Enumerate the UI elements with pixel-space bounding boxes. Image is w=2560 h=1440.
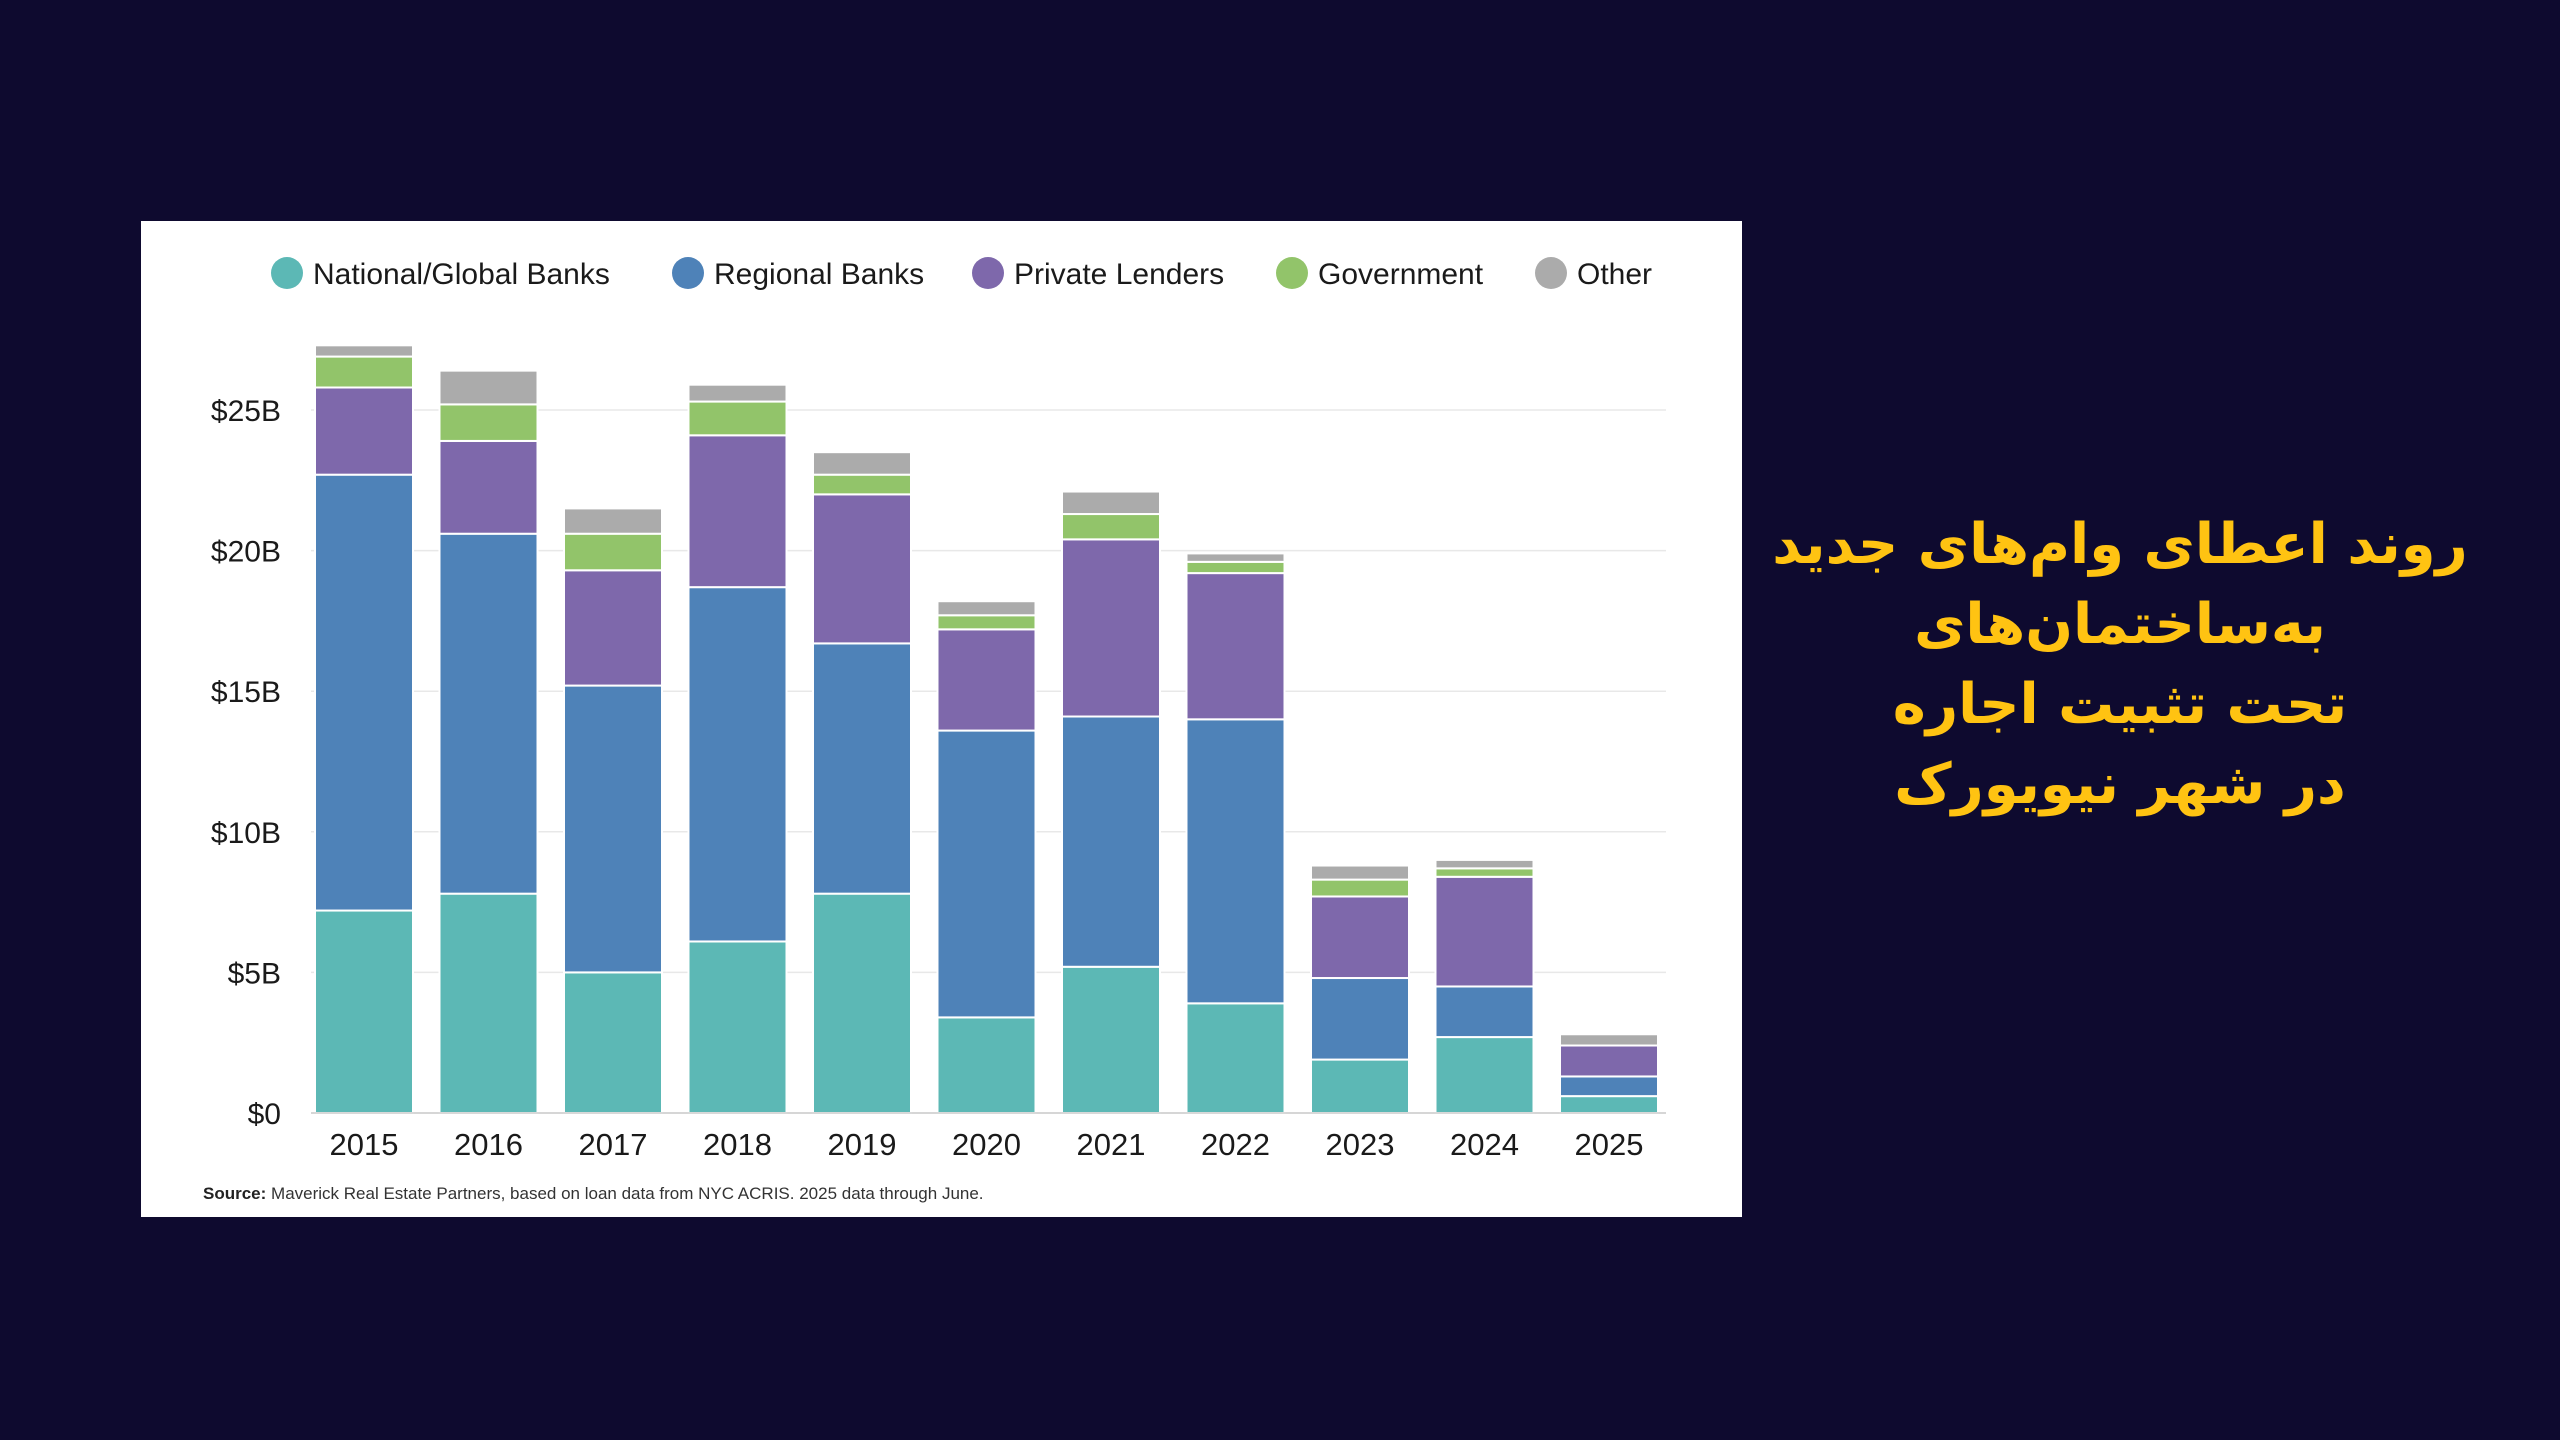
- bar-other-2025: [1559, 1033, 1659, 1047]
- bar-regional-banks-2023: [1310, 977, 1410, 1061]
- y-tick-label: $10B: [211, 817, 281, 850]
- chart-panel: $0 $5B $10B $15B $20B $25B 2015 2016 2017 2018 201…: [141, 221, 1742, 1217]
- x-tick-label: 2025: [1575, 1127, 1644, 1162]
- bar-regional-banks-2024: [1434, 985, 1535, 1039]
- bar-private-lenders-2016: [438, 439, 539, 535]
- headline: روند اعطای وام‌های جدید به‌ساختمان‌های ت…: [1770, 505, 2470, 825]
- headline-line-2: به‌ساختمان‌های: [1914, 592, 2326, 657]
- bar-other-2018: [687, 383, 788, 403]
- bar-other-2023: [1310, 864, 1410, 881]
- bar-private-lenders-2019: [812, 493, 912, 645]
- legend-label-government: Government: [1318, 258, 1484, 291]
- bar-other-2015: [314, 344, 414, 358]
- x-tick-label: 2015: [330, 1127, 399, 1162]
- x-tick-label: 2020: [952, 1127, 1021, 1162]
- legend-label-national-global-banks: National/Global Banks: [313, 258, 610, 291]
- source-text: Maverick Real Estate Partners, based on …: [271, 1184, 984, 1203]
- bar-private-lenders-2021: [1061, 538, 1161, 718]
- bar-national-global-banks-2022: [1185, 1002, 1286, 1114]
- x-tick-label: 2018: [703, 1127, 772, 1162]
- bar-government-2018: [687, 400, 788, 437]
- bar-other-2024: [1434, 858, 1535, 870]
- bar-government-2020: [936, 614, 1037, 631]
- y-tick-label: $0: [248, 1098, 281, 1131]
- bar-regional-banks-2021: [1061, 715, 1161, 968]
- source-label: Source:: [203, 1184, 267, 1203]
- y-tick-label: $5B: [228, 957, 281, 990]
- bar-government-2017: [563, 532, 663, 572]
- bar-regional-banks-2025: [1559, 1075, 1659, 1098]
- bar-private-lenders-2020: [936, 628, 1037, 732]
- bar-private-lenders-2022: [1185, 572, 1286, 721]
- bar-national-global-banks-2019: [812, 892, 912, 1114]
- bar-private-lenders-2023: [1310, 895, 1410, 980]
- legend-label-other: Other: [1577, 258, 1652, 291]
- bar-regional-banks-2020: [936, 729, 1037, 1019]
- bar-national-global-banks-2020: [936, 1016, 1037, 1115]
- bar-government-2019: [812, 473, 912, 496]
- bar-government-2024: [1434, 867, 1535, 878]
- bar-other-2019: [812, 451, 912, 476]
- legend-marker-government: [1276, 257, 1308, 289]
- bar-regional-banks-2016: [438, 532, 539, 895]
- x-tick-label: 2022: [1201, 1127, 1270, 1162]
- bar-other-2021: [1061, 490, 1161, 516]
- bar-national-global-banks-2017: [563, 971, 663, 1115]
- bar-private-lenders-2025: [1559, 1044, 1659, 1078]
- bar-private-lenders-2015: [314, 386, 414, 476]
- bar-national-global-banks-2018: [687, 940, 788, 1115]
- bar-regional-banks-2019: [812, 642, 912, 895]
- headline-line-3: تحت تثبیت اجاره: [1892, 672, 2348, 737]
- bar-regional-banks-2015: [314, 473, 414, 912]
- y-tick-label: $20B: [211, 536, 281, 569]
- bar-other-2020: [936, 600, 1037, 617]
- axes: $0 $5B $10B $15B $20B $25B 2015 2016 2017 2018 201…: [211, 395, 1666, 1162]
- x-tick-label: 2019: [828, 1127, 897, 1162]
- bar-government-2023: [1310, 878, 1410, 898]
- bar-government-2021: [1061, 513, 1161, 541]
- x-tick-label: 2016: [454, 1127, 523, 1162]
- legend-marker-national-global-banks: [271, 257, 303, 289]
- bar-regional-banks-2018: [687, 586, 788, 943]
- source-note: Source: Maverick Real Estate Partners, b…: [203, 1184, 984, 1204]
- bar-private-lenders-2024: [1434, 875, 1535, 988]
- bar-national-global-banks-2024: [1434, 1036, 1535, 1114]
- x-tick-label: 2023: [1326, 1127, 1395, 1162]
- stacked-bar-chart: $0 $5B $10B $15B $20B $25B 2015 2016 2017 2018 201…: [211, 257, 1666, 1162]
- bar-other-2017: [563, 507, 663, 535]
- legend-marker-regional-banks: [672, 257, 704, 289]
- headline-line-4: در شهر نیویورک: [1894, 752, 2346, 817]
- bar-private-lenders-2017: [563, 569, 663, 687]
- x-tick-label: 2024: [1450, 1127, 1519, 1162]
- legend-marker-private-lenders: [972, 257, 1004, 289]
- x-tick-label: 2021: [1077, 1127, 1146, 1162]
- legend: National/Global Banks Regional Banks Priva…: [271, 257, 1652, 291]
- bar-government-2022: [1185, 560, 1286, 575]
- bar-private-lenders-2018: [687, 434, 788, 589]
- bar-national-global-banks-2016: [438, 892, 539, 1114]
- headline-line-1: روند اعطای وام‌های جدید: [1772, 512, 2468, 577]
- bar-other-2022: [1185, 552, 1286, 563]
- legend-marker-other: [1535, 257, 1567, 289]
- bars: [314, 344, 1659, 1115]
- bar-regional-banks-2017: [563, 684, 663, 974]
- bar-government-2016: [438, 403, 539, 442]
- legend-label-regional-banks: Regional Banks: [714, 258, 924, 291]
- bar-national-global-banks-2025: [1559, 1095, 1659, 1114]
- bar-other-2016: [438, 369, 539, 406]
- bar-regional-banks-2022: [1185, 718, 1286, 1005]
- bar-national-global-banks-2015: [314, 909, 414, 1115]
- legend-label-private-lenders: Private Lenders: [1014, 258, 1224, 291]
- bar-national-global-banks-2021: [1061, 965, 1161, 1114]
- x-tick-label: 2017: [579, 1127, 648, 1162]
- y-tick-label: $25B: [211, 395, 281, 428]
- bar-national-global-banks-2023: [1310, 1058, 1410, 1115]
- bar-government-2015: [314, 355, 414, 389]
- y-tick-label: $15B: [211, 676, 281, 709]
